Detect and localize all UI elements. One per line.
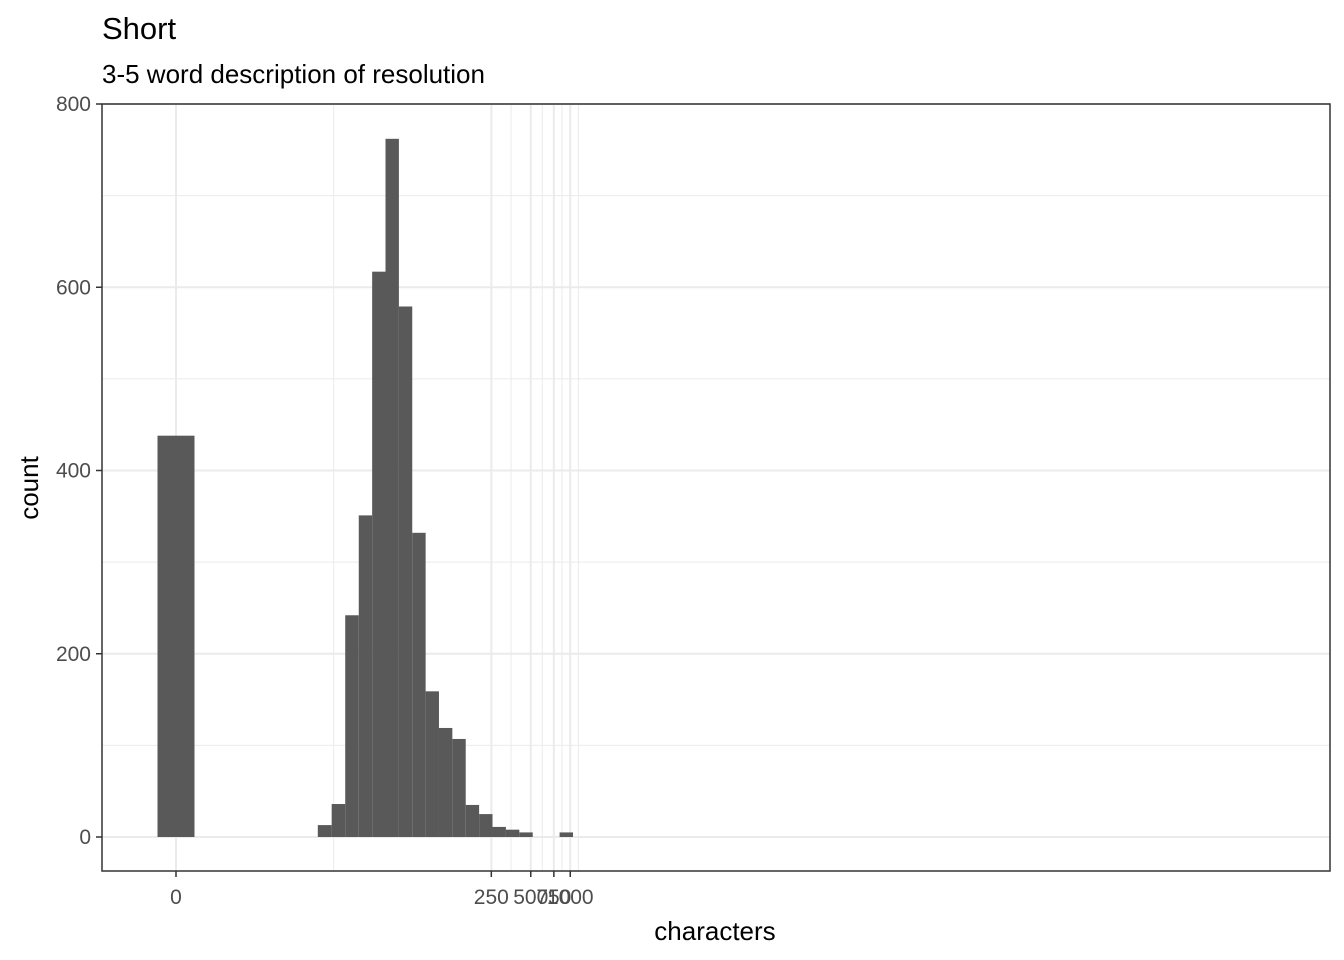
histogram-bar bbox=[412, 532, 426, 837]
y-tick-label: 400 bbox=[56, 460, 91, 483]
histogram-bar bbox=[438, 727, 453, 837]
y-tick-label: 800 bbox=[56, 93, 91, 116]
histogram-bar bbox=[358, 515, 373, 837]
y-tick-label: 600 bbox=[56, 276, 91, 299]
plot-panel-border bbox=[101, 103, 1331, 872]
histogram-bar bbox=[157, 435, 195, 837]
x-tick-label: 0 bbox=[170, 886, 182, 909]
histogram-bar bbox=[425, 691, 439, 837]
y-axis-ticks: 0 200 400 600 800 bbox=[56, 93, 102, 849]
histogram-bar bbox=[385, 138, 399, 837]
x-tick-label: 500 bbox=[513, 886, 548, 909]
minor-x-gridlines bbox=[333, 104, 579, 871]
plot-panel-background bbox=[102, 104, 1330, 871]
histogram-bar bbox=[398, 306, 413, 838]
x-tick-label: 750 bbox=[536, 886, 571, 909]
histogram-bar bbox=[479, 814, 493, 837]
chart-title: Short bbox=[102, 11, 177, 46]
histogram-bar bbox=[317, 825, 332, 837]
histogram-bar bbox=[465, 804, 480, 837]
y-tick-label: 0 bbox=[79, 826, 91, 849]
x-tick-label: 250 bbox=[474, 886, 509, 909]
y-axis-title: count bbox=[14, 455, 44, 519]
minor-y-gridlines bbox=[102, 195, 1330, 746]
histogram-bar bbox=[519, 832, 533, 837]
histogram-bar bbox=[331, 804, 346, 837]
x-axis-title: characters bbox=[654, 916, 775, 946]
y-tick-label: 200 bbox=[56, 643, 91, 666]
histogram-bar bbox=[345, 615, 359, 837]
histogram-bar bbox=[492, 826, 506, 837]
histogram-bar bbox=[372, 271, 386, 838]
chart-subtitle: 3-5 word description of resolution bbox=[102, 59, 485, 89]
histogram-bars bbox=[157, 138, 574, 838]
x-tick-label: 1000 bbox=[547, 886, 594, 909]
histogram-bar bbox=[505, 829, 520, 837]
histogram-bar bbox=[559, 832, 574, 837]
histogram-bar bbox=[452, 738, 466, 837]
